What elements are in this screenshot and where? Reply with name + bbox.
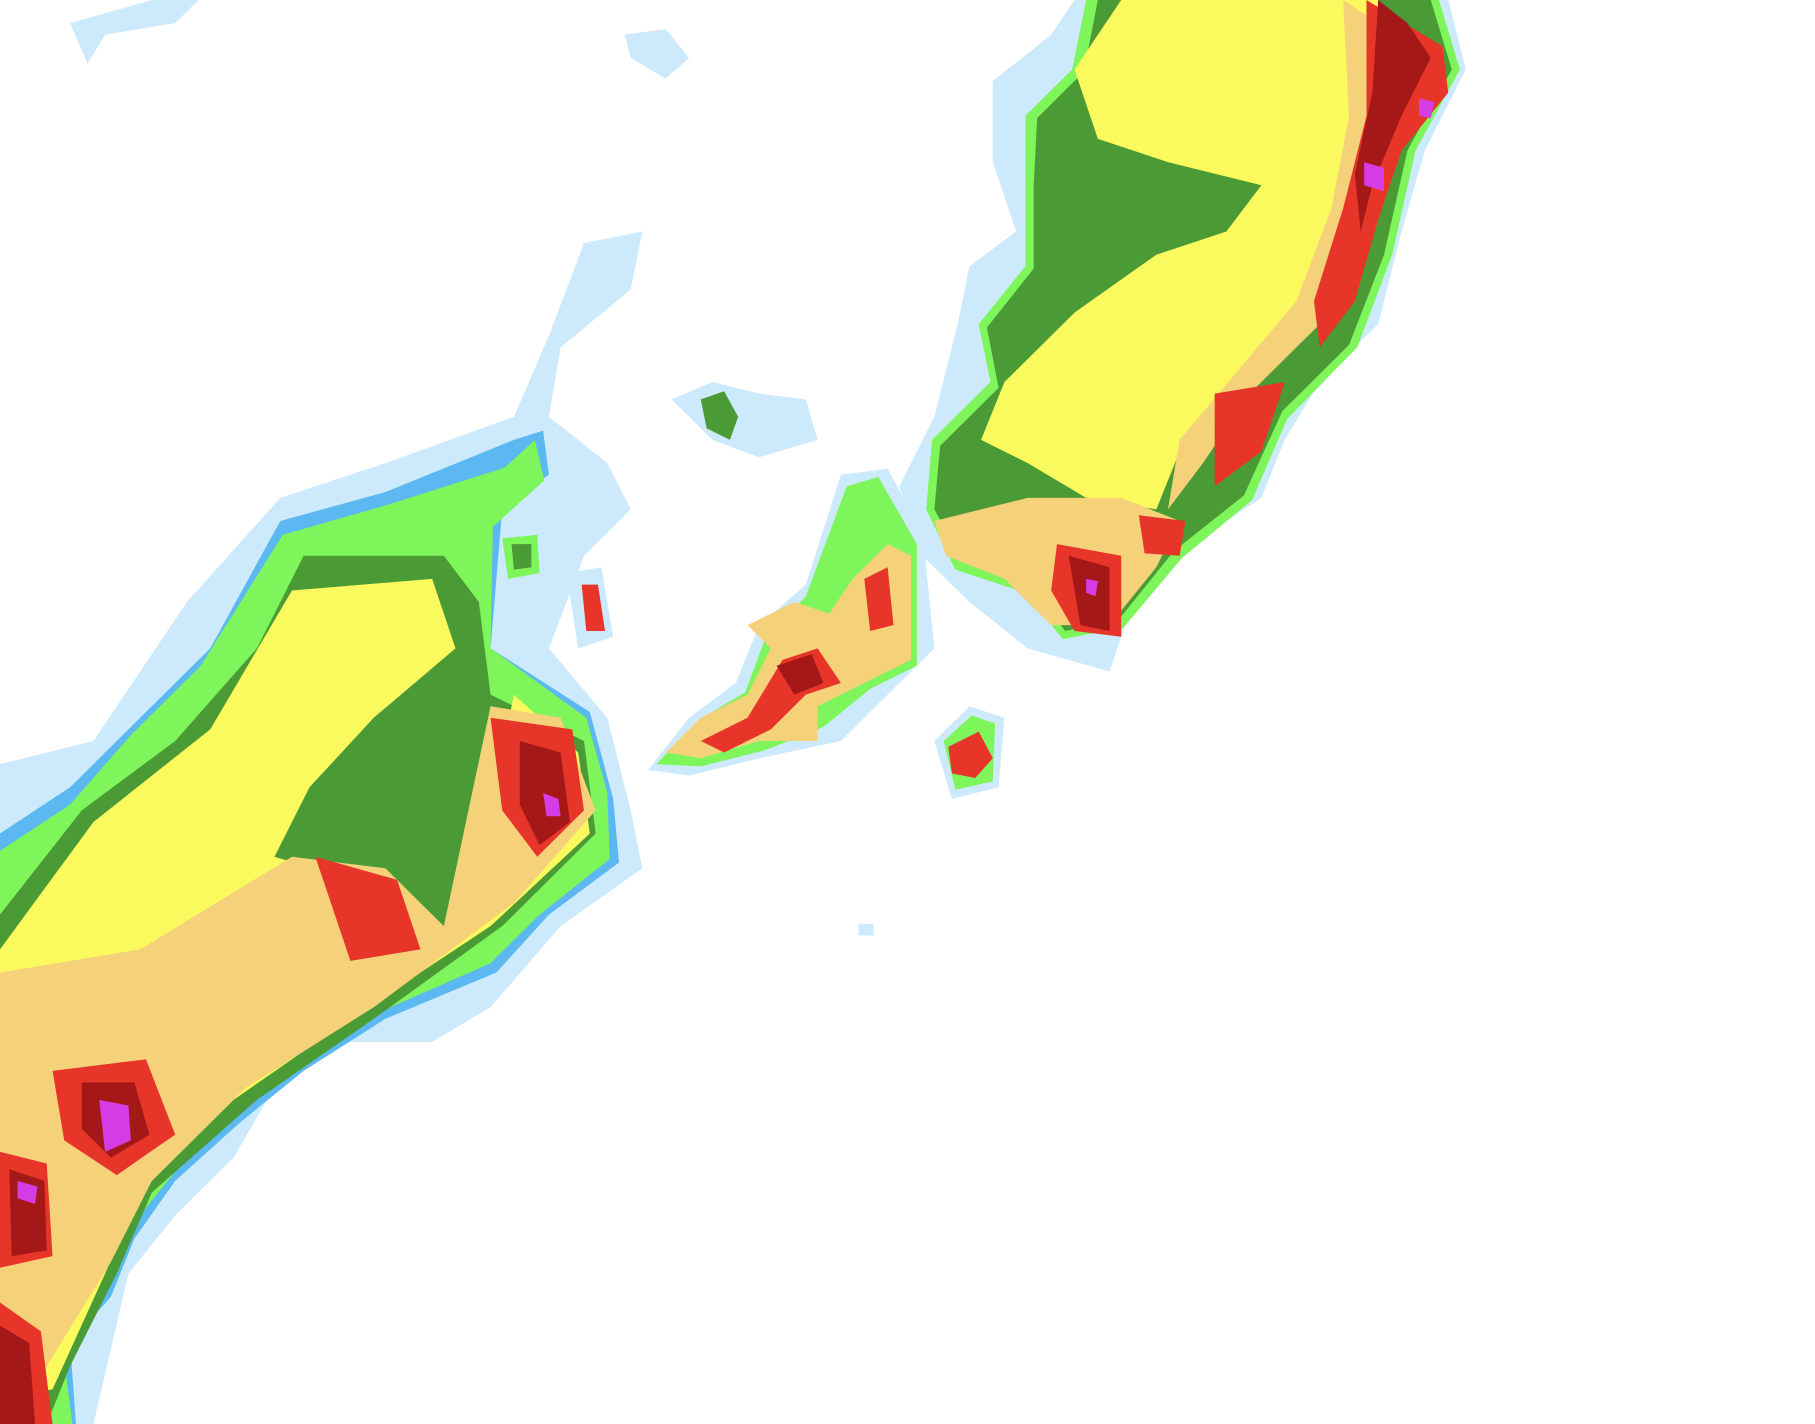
precip-light-area <box>858 923 874 936</box>
precip-green-area <box>511 544 532 570</box>
precip-magenta-core <box>1364 162 1385 192</box>
precip-tan-area <box>0 706 596 1378</box>
precip-dark-red-core <box>0 1325 36 1424</box>
precip-light-area <box>671 382 818 458</box>
precip-band-northeast <box>899 0 1466 672</box>
precip-yellow-area <box>981 0 1402 510</box>
precip-magenta-core <box>99 1099 131 1152</box>
precip-red-cell <box>1138 515 1186 556</box>
precip-dark-red-core <box>776 654 824 695</box>
precip-magenta-core <box>543 793 561 817</box>
precip-red-cell <box>864 567 894 631</box>
precip-red-cell <box>1214 382 1285 487</box>
precip-magenta-core <box>1086 578 1098 597</box>
precip-red-cell <box>315 856 421 961</box>
precip-dark-red-core <box>9 1169 47 1257</box>
precip-dark-red-core <box>519 740 570 846</box>
precip-magenta-core <box>17 1180 38 1205</box>
precip-red-cell <box>948 731 993 778</box>
precip-light-area <box>70 0 199 64</box>
precip-green-area <box>700 391 739 440</box>
precip-tan-area <box>665 544 912 759</box>
precip-magenta-core <box>1419 98 1435 119</box>
precip-red-cell <box>581 584 605 631</box>
precip-light-area <box>624 28 690 79</box>
precip-band-southwest <box>0 231 643 1424</box>
precip-scattered-cells <box>70 0 1005 936</box>
